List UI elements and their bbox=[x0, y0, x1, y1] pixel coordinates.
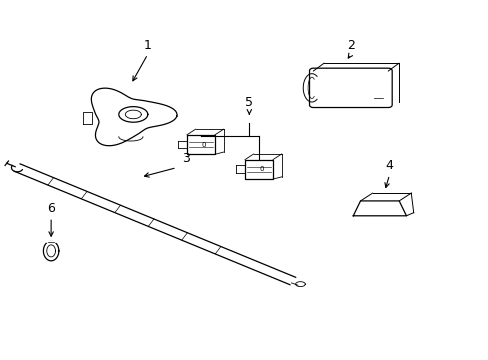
Text: 1: 1 bbox=[143, 39, 151, 52]
Text: 6: 6 bbox=[47, 202, 55, 215]
Text: 4: 4 bbox=[385, 159, 393, 172]
Text: 2: 2 bbox=[346, 39, 354, 52]
Bar bbox=[186, 135, 215, 154]
Text: 0: 0 bbox=[259, 166, 263, 172]
Bar bbox=[244, 159, 272, 179]
Text: 3: 3 bbox=[182, 152, 190, 165]
Text: 0: 0 bbox=[201, 141, 205, 148]
Text: 5: 5 bbox=[245, 95, 253, 108]
